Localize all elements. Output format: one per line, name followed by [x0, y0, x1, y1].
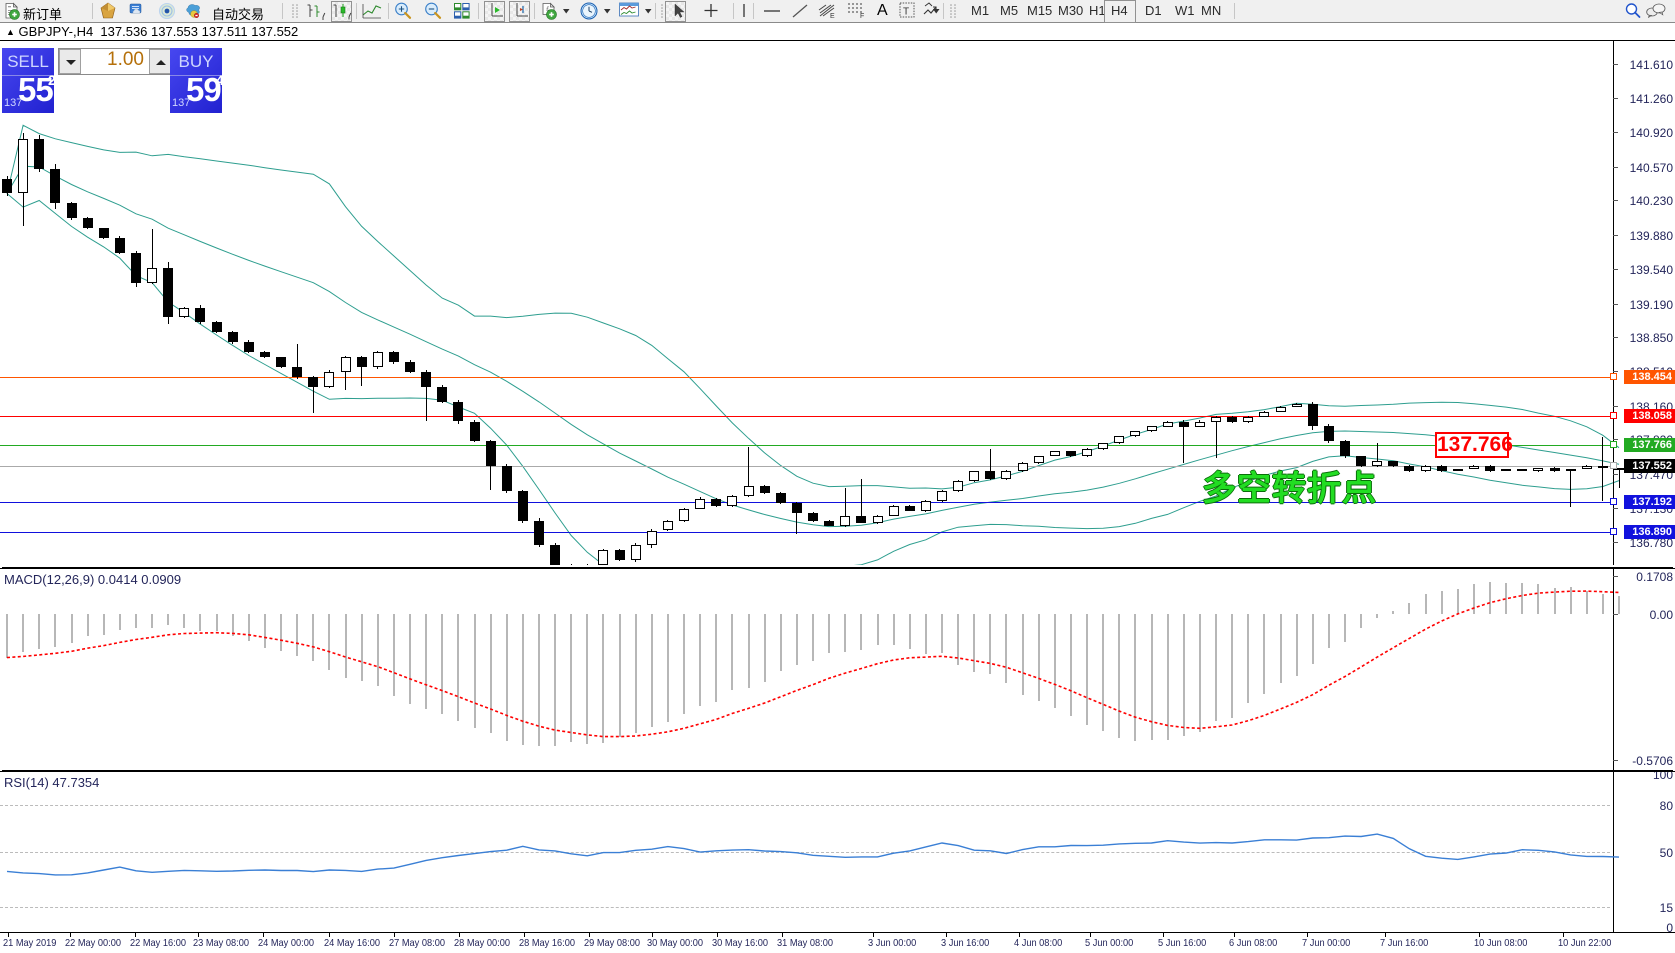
svg-text:E: E [830, 13, 835, 20]
svg-text:T: T [903, 7, 909, 18]
svg-text:F: F [860, 13, 864, 20]
